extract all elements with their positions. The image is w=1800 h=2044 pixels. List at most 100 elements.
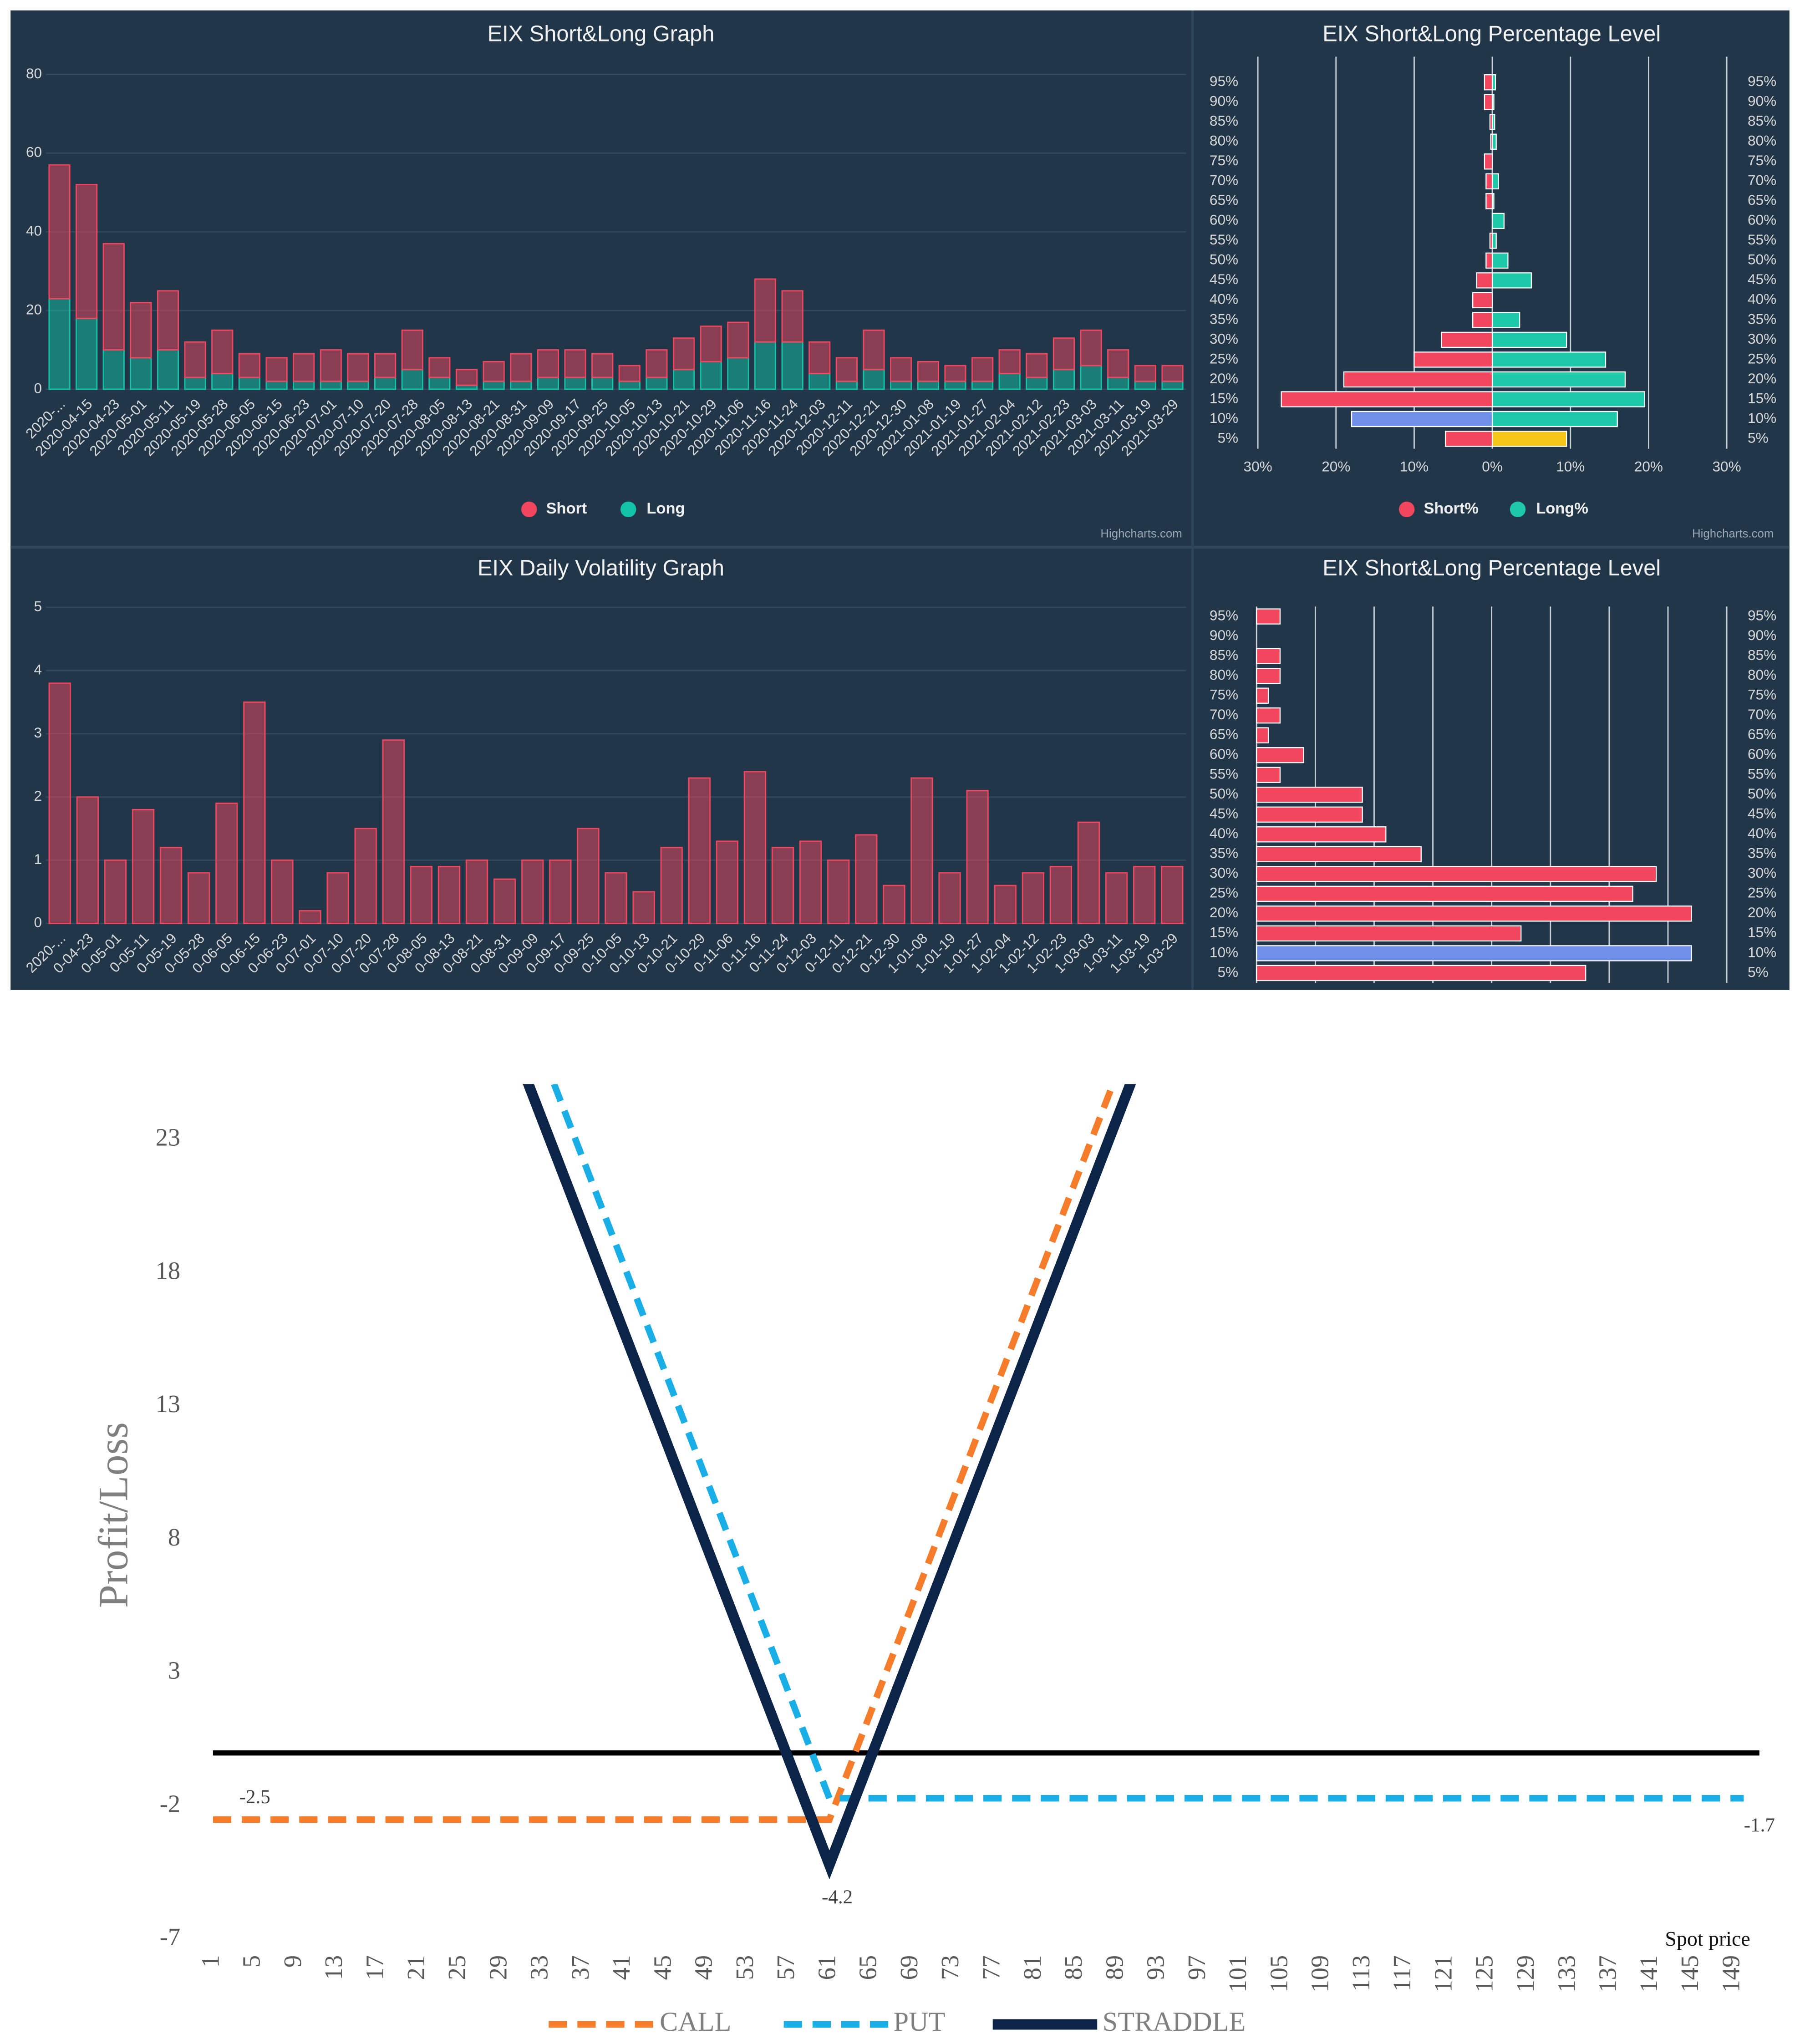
bar <box>646 376 668 390</box>
y-tick-label: 70% <box>1210 706 1238 722</box>
bar <box>646 349 668 378</box>
bar <box>1080 365 1102 390</box>
bar <box>465 859 488 924</box>
y-tick-label: 25% <box>1210 350 1238 366</box>
x-tick-label: 30% <box>1713 458 1741 474</box>
bar <box>672 337 695 371</box>
bar <box>188 872 210 924</box>
legend-label: Short <box>546 500 587 517</box>
bar <box>130 357 152 390</box>
y-tick-label: 65% <box>1748 726 1776 742</box>
bar <box>549 859 572 924</box>
bar <box>1256 727 1269 743</box>
bar <box>743 771 767 924</box>
x-tick-label: 133 <box>1552 1955 1580 1993</box>
y-tick-label: 55% <box>1748 231 1776 248</box>
bar <box>271 859 294 924</box>
bar <box>428 376 451 390</box>
y-axis-title: Profit/Loss <box>90 1422 137 1608</box>
bar <box>1281 391 1493 407</box>
bar <box>799 840 822 924</box>
bar <box>938 872 961 924</box>
bar <box>265 381 288 390</box>
y-tick-label: 18 <box>156 1256 181 1284</box>
bar <box>157 290 179 351</box>
bar <box>1256 687 1269 704</box>
y-tick-label: 0 <box>34 914 42 930</box>
y-tick-label: 70% <box>1748 706 1776 722</box>
bar <box>48 298 71 390</box>
bar <box>299 910 321 924</box>
bar <box>1133 865 1156 924</box>
bar <box>1485 193 1493 209</box>
bar <box>577 828 600 924</box>
bar <box>1491 114 1495 130</box>
bar <box>917 381 939 390</box>
bar <box>293 381 315 390</box>
bar <box>1485 252 1493 269</box>
y-tick-label: 90% <box>1210 93 1238 109</box>
bar <box>1491 331 1567 348</box>
bar <box>320 381 342 390</box>
bar <box>688 777 711 924</box>
bar <box>1491 411 1618 427</box>
legend-marker <box>1398 501 1415 518</box>
bar <box>428 357 451 378</box>
bar <box>48 682 71 924</box>
x-tick-label: 89 <box>1100 1955 1128 1980</box>
bar <box>347 353 369 382</box>
y-tick-label: 13 <box>156 1390 181 1418</box>
y-tick-label: 65% <box>1748 192 1776 208</box>
x-tick-label: 109 <box>1306 1955 1334 1993</box>
bar <box>1491 312 1520 328</box>
bar <box>618 381 641 390</box>
bar <box>1491 391 1645 407</box>
bar <box>293 353 315 382</box>
y-tick-label: 80 <box>26 65 42 81</box>
bar <box>215 803 238 924</box>
bar <box>483 361 505 382</box>
bar <box>1026 376 1048 390</box>
bar <box>944 381 966 390</box>
y-tick-label: 60% <box>1748 212 1776 228</box>
bar <box>104 859 127 924</box>
bar <box>564 349 586 378</box>
bar <box>1026 353 1048 378</box>
bar <box>890 357 912 382</box>
y-tick-label: -2 <box>160 1790 180 1817</box>
bar <box>1491 74 1496 91</box>
y-tick-label: 15% <box>1210 390 1238 406</box>
bar <box>727 357 749 390</box>
bar <box>1256 806 1363 823</box>
y-tick-label: 30% <box>1748 864 1776 881</box>
bar <box>1414 351 1493 368</box>
x-tick-label: 137 <box>1594 1955 1622 1993</box>
bar <box>660 847 683 924</box>
y-tick-label: 60% <box>1210 212 1238 228</box>
y-tick-label: 0 <box>34 380 42 396</box>
bar <box>863 369 885 390</box>
y-tick-label: 45% <box>1748 805 1776 822</box>
y-tick-label: 30% <box>1210 864 1238 881</box>
bar <box>130 302 152 359</box>
legend-label: PUT <box>894 2007 946 2037</box>
y-tick-label: 90% <box>1748 93 1776 109</box>
bar <box>401 369 423 390</box>
bar <box>1491 233 1497 249</box>
bar <box>1053 369 1075 390</box>
bar <box>1107 376 1129 390</box>
bar <box>1472 292 1493 309</box>
bar <box>320 349 342 382</box>
y-tick-label: 2 <box>34 788 42 804</box>
bar <box>374 353 397 378</box>
bar <box>1161 865 1184 924</box>
legend-label: Long% <box>1536 500 1588 517</box>
bar <box>157 349 179 390</box>
y-tick-label: 20 <box>26 301 42 317</box>
bar <box>1441 331 1493 348</box>
y-tick-label: 5% <box>1748 429 1769 446</box>
bar <box>1256 925 1522 942</box>
y-tick-label: 85% <box>1748 646 1776 663</box>
bar <box>700 325 722 362</box>
y-tick-label: 45% <box>1210 271 1238 287</box>
